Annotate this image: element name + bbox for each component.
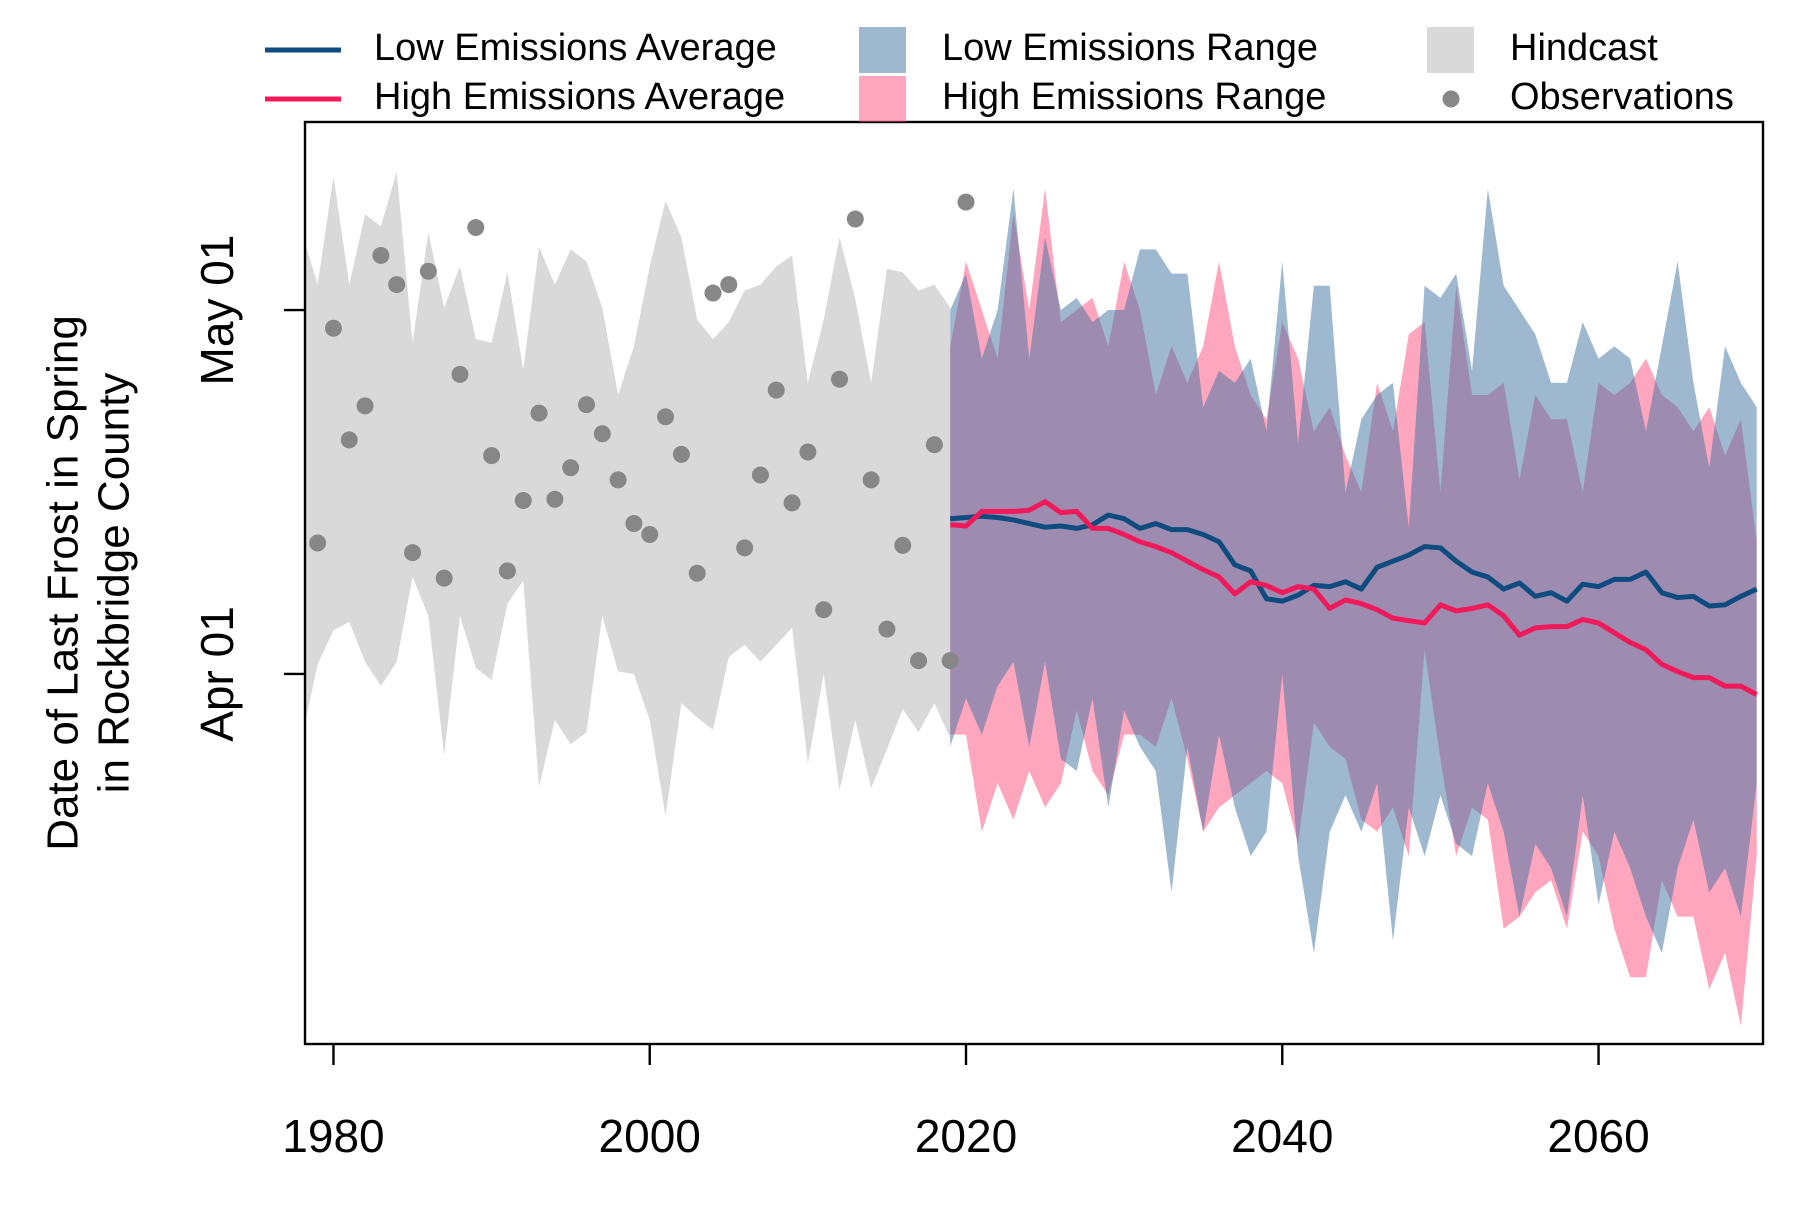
average-line: [949, 512, 1758, 609]
observation-point: [577, 396, 595, 414]
observation-point: [736, 539, 754, 557]
observation-point: [404, 544, 422, 562]
plot-frame: [303, 120, 1765, 1046]
observation-point: [720, 276, 738, 294]
x-tick-label: 2020: [915, 1110, 1017, 1162]
x-tick-label: 2060: [1547, 1110, 1649, 1162]
observation-point: [546, 490, 564, 508]
x-tick-label: 1980: [282, 1110, 384, 1162]
observation-point: [419, 262, 437, 280]
observation-point: [435, 569, 453, 587]
legend-point: [1442, 90, 1460, 108]
observation-point: [751, 466, 769, 484]
y-axis-title: in Rockbridge County: [90, 373, 139, 794]
y-tick-label: May 01: [191, 235, 243, 386]
observation-point: [799, 443, 817, 461]
observation-point: [340, 431, 358, 449]
observation-point: [941, 652, 959, 670]
observation-point: [783, 494, 801, 512]
observation-point: [657, 408, 675, 426]
observation-point: [910, 652, 928, 670]
range-band: [950, 188, 1757, 954]
legend-label: Low Emissions Average: [374, 27, 777, 69]
observation-point: [498, 562, 516, 580]
observation-point: [625, 515, 643, 533]
observation-point: [483, 447, 501, 465]
observation-point: [372, 246, 390, 264]
observation-point: [862, 471, 880, 489]
observation-point: [324, 319, 342, 337]
observation-point: [609, 471, 627, 489]
observation-point: [830, 370, 848, 388]
observation-point: [767, 381, 785, 399]
legend-label: Observations: [1510, 76, 1734, 118]
observation-point: [925, 436, 943, 454]
observation-point: [593, 425, 611, 443]
legend-swatch: [1427, 27, 1474, 73]
y-axis-title: Date of Last Frost in Spring: [39, 315, 88, 851]
observation-point: [957, 193, 975, 211]
legend-label: Low Emissions Range: [942, 27, 1318, 69]
observation-point: [846, 210, 864, 228]
x-tick-label: 2000: [599, 1110, 701, 1162]
legend-label: High Emissions Average: [374, 76, 785, 118]
observation-point: [894, 536, 912, 554]
plot-area: [305, 171, 1758, 1026]
observation-point: [530, 404, 548, 422]
legend-label: High Emissions Range: [942, 76, 1326, 118]
range-band: [305, 171, 951, 816]
observation-point: [388, 276, 406, 294]
observation-point: [514, 492, 532, 510]
observation-point: [878, 620, 896, 638]
observation-point: [356, 397, 374, 415]
observation-point: [815, 601, 833, 619]
observation-point: [704, 284, 722, 302]
legend-swatch: [859, 27, 906, 73]
y-tick-label: Apr 01: [191, 606, 243, 742]
average-line: [949, 499, 1758, 697]
observation-point: [467, 219, 485, 237]
observation-point: [641, 525, 659, 543]
observation-point: [688, 564, 706, 582]
observation-point: [672, 445, 690, 463]
x-tick-label: 2040: [1231, 1110, 1333, 1162]
legend-label: Hindcast: [1510, 27, 1658, 69]
observation-point: [309, 534, 327, 552]
legend-swatch: [859, 76, 906, 122]
observation-point: [562, 459, 580, 477]
observation-point: [451, 365, 469, 383]
